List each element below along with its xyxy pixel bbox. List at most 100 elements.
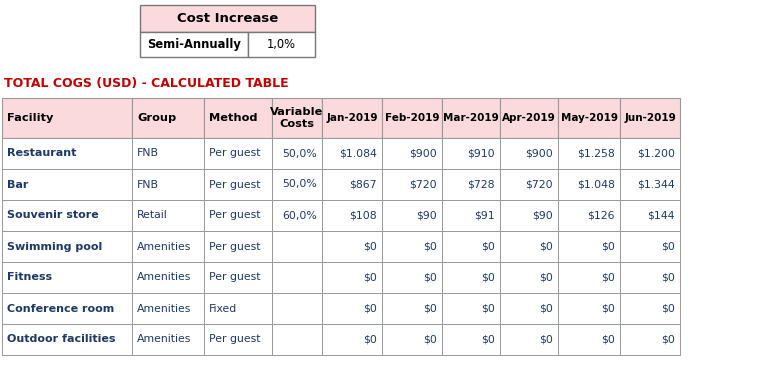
Bar <box>442 138 500 169</box>
Text: 50,0%: 50,0% <box>282 180 317 190</box>
Bar <box>2 324 132 355</box>
Text: $91: $91 <box>475 210 495 220</box>
Bar <box>272 98 322 138</box>
Bar <box>272 138 322 169</box>
Text: Amenities: Amenities <box>137 335 192 345</box>
Bar <box>442 98 500 138</box>
Text: Souvenir store: Souvenir store <box>7 210 98 220</box>
Text: $910: $910 <box>468 148 495 158</box>
Text: $0: $0 <box>423 303 437 313</box>
Bar <box>132 324 204 355</box>
Bar <box>322 324 382 355</box>
Text: Feb-2019: Feb-2019 <box>385 113 439 123</box>
Bar <box>2 231 132 262</box>
Bar <box>2 138 132 169</box>
Text: Per guest: Per guest <box>209 180 260 190</box>
Bar <box>248 32 315 57</box>
Bar <box>272 200 322 231</box>
Bar <box>620 200 680 231</box>
Text: Bar: Bar <box>7 180 28 190</box>
Text: Amenities: Amenities <box>137 303 192 313</box>
Bar <box>132 231 204 262</box>
Bar <box>442 293 500 324</box>
Text: Per guest: Per guest <box>209 335 260 345</box>
Text: $900: $900 <box>409 148 437 158</box>
Bar <box>442 231 500 262</box>
Bar <box>558 138 620 169</box>
Text: $0: $0 <box>539 303 553 313</box>
Bar <box>442 262 500 293</box>
Text: Swimming pool: Swimming pool <box>7 242 102 252</box>
Bar <box>442 169 500 200</box>
Bar <box>382 324 442 355</box>
Bar <box>272 262 322 293</box>
Text: FNB: FNB <box>137 180 159 190</box>
Bar <box>322 200 382 231</box>
Bar <box>132 98 204 138</box>
Text: $0: $0 <box>661 303 675 313</box>
Bar <box>322 293 382 324</box>
Bar <box>500 138 558 169</box>
Text: $900: $900 <box>525 148 553 158</box>
Text: Fitness: Fitness <box>7 273 52 282</box>
Text: Conference room: Conference room <box>7 303 114 313</box>
Text: Per guest: Per guest <box>209 273 260 282</box>
Text: Group: Group <box>137 113 176 123</box>
Bar <box>204 293 272 324</box>
Bar <box>620 293 680 324</box>
Text: Method: Method <box>209 113 257 123</box>
Bar <box>204 200 272 231</box>
Bar <box>442 324 500 355</box>
Text: $90: $90 <box>417 210 437 220</box>
Text: $720: $720 <box>526 180 553 190</box>
Bar <box>500 98 558 138</box>
Text: $0: $0 <box>601 303 615 313</box>
Text: 60,0%: 60,0% <box>282 210 317 220</box>
Text: $1.084: $1.084 <box>339 148 377 158</box>
Bar <box>382 262 442 293</box>
Text: $1.344: $1.344 <box>637 180 675 190</box>
Bar <box>382 293 442 324</box>
Text: $0: $0 <box>661 335 675 345</box>
Text: 50,0%: 50,0% <box>282 148 317 158</box>
Bar <box>382 98 442 138</box>
Bar <box>322 98 382 138</box>
Text: Variable
Costs: Variable Costs <box>270 107 324 129</box>
Bar <box>382 138 442 169</box>
Bar <box>204 169 272 200</box>
Text: $0: $0 <box>601 273 615 282</box>
Text: $0: $0 <box>539 273 553 282</box>
Text: $728: $728 <box>468 180 495 190</box>
Bar <box>500 293 558 324</box>
Bar <box>558 262 620 293</box>
Text: Retail: Retail <box>137 210 168 220</box>
Text: $0: $0 <box>363 335 377 345</box>
Text: Outdoor facilities: Outdoor facilities <box>7 335 115 345</box>
Bar <box>620 169 680 200</box>
Text: $0: $0 <box>661 242 675 252</box>
Bar <box>322 138 382 169</box>
Bar <box>2 200 132 231</box>
Bar <box>620 262 680 293</box>
Text: $90: $90 <box>533 210 553 220</box>
Text: $0: $0 <box>363 242 377 252</box>
Text: $0: $0 <box>481 335 495 345</box>
Text: Apr-2019: Apr-2019 <box>502 113 556 123</box>
Text: $0: $0 <box>601 242 615 252</box>
Text: Amenities: Amenities <box>137 242 192 252</box>
Text: Jun-2019: Jun-2019 <box>624 113 676 123</box>
Text: May-2019: May-2019 <box>561 113 617 123</box>
Bar <box>2 98 132 138</box>
Text: Restaurant: Restaurant <box>7 148 76 158</box>
Text: Amenities: Amenities <box>137 273 192 282</box>
Text: $1.258: $1.258 <box>578 148 615 158</box>
Text: $0: $0 <box>423 335 437 345</box>
Bar <box>500 231 558 262</box>
Bar <box>558 169 620 200</box>
Bar <box>558 231 620 262</box>
Text: $0: $0 <box>481 242 495 252</box>
Bar <box>382 200 442 231</box>
Bar <box>558 324 620 355</box>
Text: $126: $126 <box>588 210 615 220</box>
Bar <box>382 231 442 262</box>
